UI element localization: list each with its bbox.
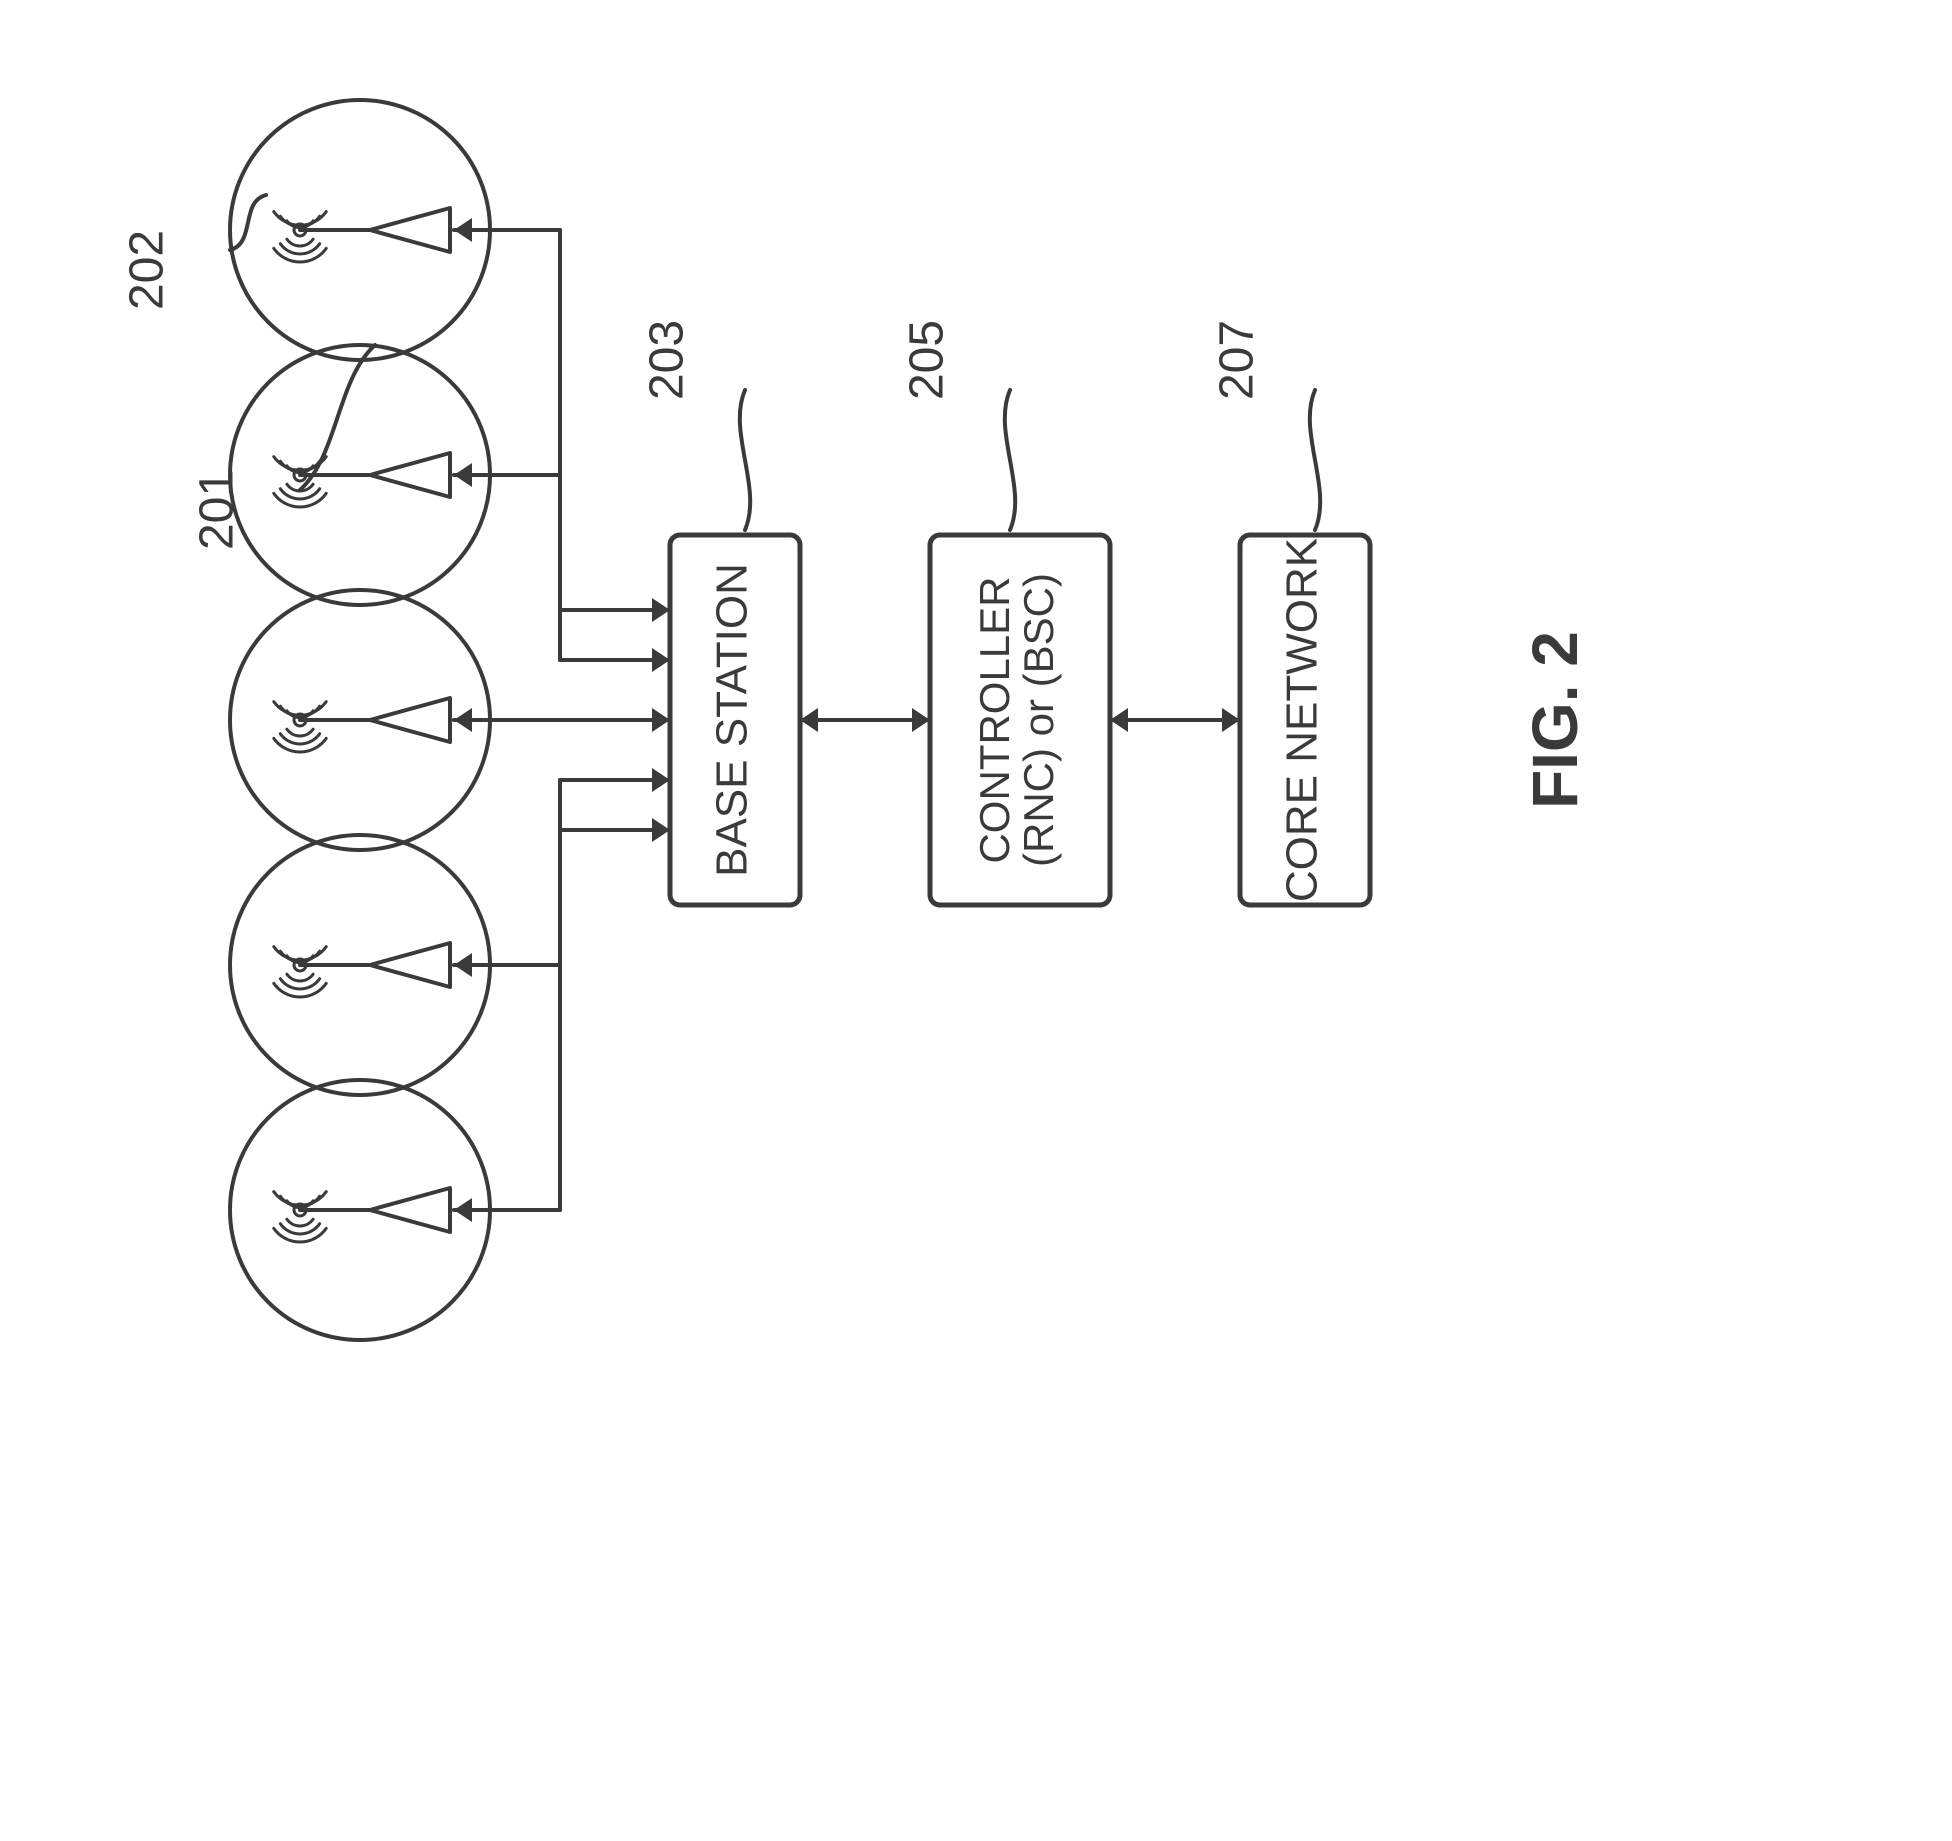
connector-cell-base (454, 708, 670, 732)
antenna-icon (274, 923, 450, 1006)
diagram-svg: BASE STATION CONTROLLER(RNC) or (BSC) CORE… (0, 0, 1952, 1841)
core-network-box: CORE NETWORK (1240, 535, 1370, 905)
connector-cell-base (454, 818, 670, 1222)
antenna-icon (274, 433, 450, 516)
svg-text:207: 207 (1211, 320, 1264, 400)
controller-box-label: CONTROLLER (971, 576, 1018, 863)
core-network-box-label: CORE NETWORK (1278, 538, 1327, 902)
controller-box-label: (RNC) or (BSC) (1015, 573, 1062, 867)
ref-205: 205 (901, 320, 1016, 530)
svg-text:201: 201 (191, 470, 244, 550)
svg-text:202: 202 (121, 230, 174, 310)
controller-box: CONTROLLER(RNC) or (BSC) (930, 535, 1110, 905)
page: { "figure": { "label": "FIG. 2", "label_… (0, 0, 1952, 1841)
connector-base-controller (800, 708, 930, 732)
base-station-box: BASE STATION (670, 535, 800, 905)
ref-207: 207 (1211, 320, 1321, 530)
figure-label: FIG. 2 (1519, 631, 1591, 809)
base-station-box-label: BASE STATION (708, 563, 757, 877)
svg-text:203: 203 (641, 320, 694, 400)
antenna-icon (274, 188, 450, 271)
ref-203: 203 (641, 320, 751, 530)
antenna-icon (274, 678, 450, 761)
connector-controller-core (1110, 708, 1240, 732)
svg-text:205: 205 (901, 320, 954, 400)
ref-201: 201 (191, 345, 375, 550)
connector-cell-base (454, 463, 670, 672)
antenna-icon (274, 1168, 450, 1251)
